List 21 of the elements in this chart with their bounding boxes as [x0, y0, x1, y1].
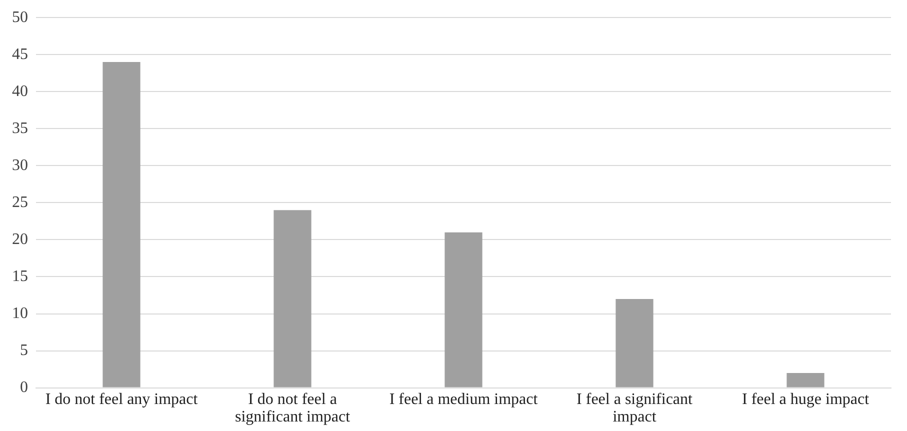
y-tick-label: 50 [12, 8, 28, 26]
y-tick-label: 15 [12, 268, 28, 285]
bar [444, 232, 482, 388]
y-tick-label: 5 [20, 342, 28, 359]
x-tick-label: I do not feel any impact [45, 390, 198, 408]
y-tick-label: 0 [20, 379, 28, 396]
y-tick-label: 30 [12, 156, 28, 174]
y-tick-label: 25 [12, 194, 28, 211]
y-tick-label: 45 [12, 46, 28, 63]
bar [274, 210, 312, 388]
bar [616, 298, 654, 388]
bar [102, 62, 140, 388]
x-tick-label: I feel a significant impact [576, 390, 694, 426]
y-tick-label: 40 [12, 82, 28, 100]
x-tick-label: I do not feel a significant impact [234, 390, 351, 426]
y-tick-label: 20 [12, 230, 28, 248]
y-tick-label: 10 [12, 304, 28, 322]
x-tick-label: I feel a huge impact [742, 390, 870, 408]
x-tick-label: I feel a medium impact [389, 390, 538, 408]
bar [786, 372, 824, 388]
y-tick-label: 35 [12, 120, 28, 137]
